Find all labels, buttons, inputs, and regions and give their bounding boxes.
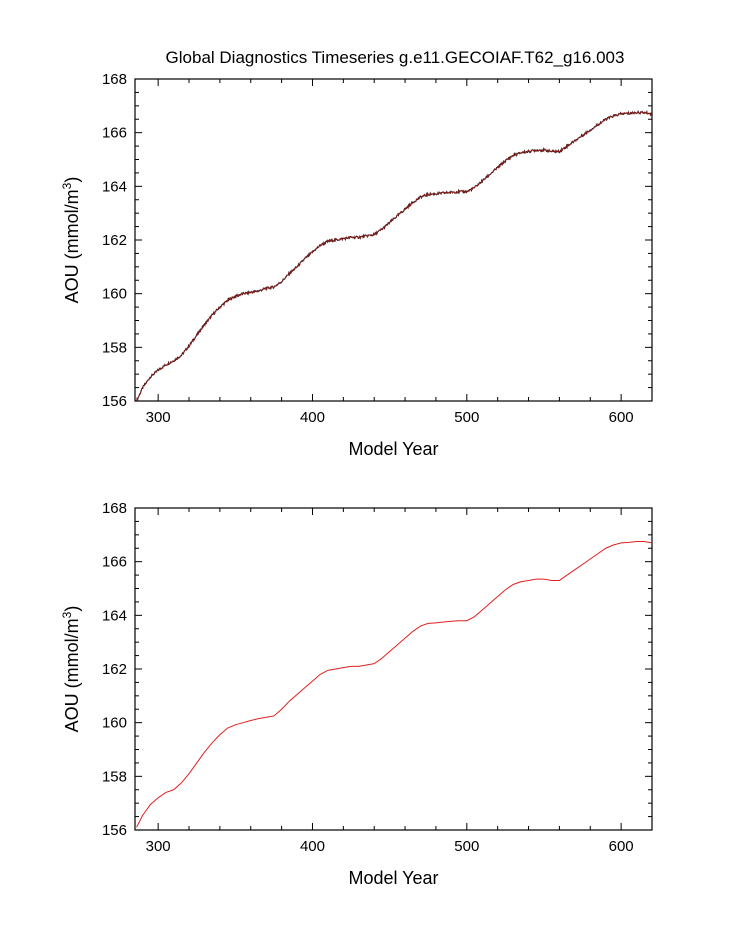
x-tick-label: 600: [609, 409, 634, 426]
y-axis-label-close: ): [62, 606, 82, 612]
plot-frame: [134, 507, 653, 831]
top-chart-panel: 300 400 500 600 156 158 160 162 164 166 168 Model Y…: [60, 71, 653, 459]
y-tick-label: 164: [102, 607, 127, 624]
y-tick-label: 158: [102, 768, 127, 785]
x-tick-label: 400: [300, 409, 325, 426]
y-axis-label-close: ): [62, 177, 82, 183]
y-tick-label: 156: [102, 822, 127, 839]
bottom-chart-panel: 300 400 500 600 156 158 160 162 164 166 168 Model Y…: [60, 500, 653, 888]
y-axis-label-superscript: 3: [60, 611, 74, 618]
chart-title: Global Diagnostics Timeseries g.e11.GECO…: [166, 48, 625, 67]
x-tick-label: 300: [146, 409, 171, 426]
y-tick-label: 160: [102, 286, 127, 303]
y-tick-label: 168: [102, 71, 127, 88]
plot-frame: [134, 78, 653, 402]
y-axis-label-main: AOU (mmol/m: [62, 189, 82, 303]
x-tick-label: 600: [609, 838, 634, 855]
x-tick-label: 500: [454, 838, 479, 855]
y-tick-label: 156: [102, 393, 127, 410]
y-tick-label: 162: [102, 661, 127, 678]
x-tick-label: 300: [146, 838, 171, 855]
y-axis-label: AOU (mmol/m3): [60, 606, 82, 733]
y-tick-label: 166: [102, 125, 127, 142]
y-tick-label: 160: [102, 715, 127, 732]
series-line-black: [136, 109, 652, 401]
x-tick-label: 500: [454, 409, 479, 426]
x-axis-label: Model Year: [348, 439, 438, 459]
x-axis-label: Model Year: [348, 868, 438, 888]
y-tick-label: 168: [102, 500, 127, 517]
y-axis-label-superscript: 3: [60, 182, 74, 189]
y-tick-label: 166: [102, 554, 127, 571]
y-tick-label: 162: [102, 232, 127, 249]
x-tick-label: 400: [300, 838, 325, 855]
series-line: [136, 110, 652, 401]
y-axis-label-main: AOU (mmol/m: [62, 618, 82, 732]
y-tick-label: 164: [102, 178, 127, 195]
series-line: [136, 541, 652, 828]
y-tick-label: 158: [102, 339, 127, 356]
y-axis-label: AOU (mmol/m3): [60, 177, 82, 304]
